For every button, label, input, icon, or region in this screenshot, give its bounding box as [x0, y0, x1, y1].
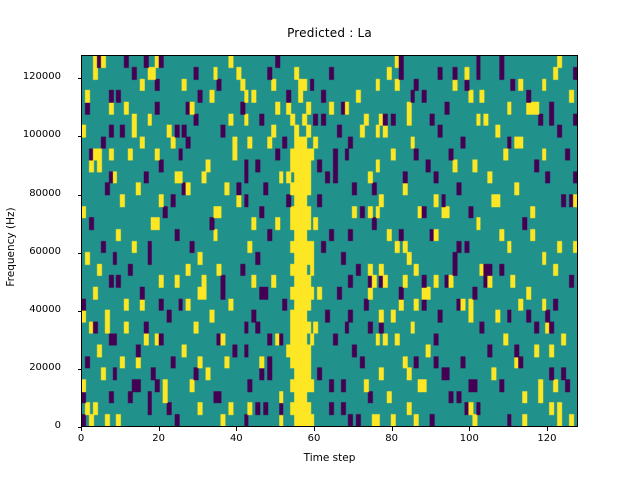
x-tick-label: 80	[385, 433, 398, 444]
y-tick-label: 60000	[29, 245, 61, 257]
x-axis-label: Time step	[303, 452, 356, 464]
y-tick-mark	[77, 136, 81, 138]
chart-title: Predicted : La	[287, 26, 372, 40]
y-tick-label: 120000	[22, 71, 61, 83]
y-tick-label: 80000	[29, 187, 61, 199]
x-tick-mark	[313, 427, 315, 431]
x-tick-mark	[81, 427, 82, 431]
y-tick-label: 100000	[22, 129, 61, 141]
y-tick-mark	[77, 310, 81, 312]
y-tick-mark	[77, 427, 81, 428]
x-tick-mark	[391, 427, 393, 431]
x-tick-label: 120	[537, 433, 557, 444]
x-tick-mark	[469, 427, 471, 431]
x-tick-mark	[236, 427, 238, 431]
y-tick-mark	[77, 368, 81, 370]
y-tick-label: 40000	[29, 303, 61, 315]
x-tick-mark	[546, 427, 548, 431]
x-tick-label: 20	[152, 433, 166, 444]
y-tick-mark	[77, 78, 81, 80]
y-tick-label: 20000	[29, 361, 61, 373]
x-tick-label: 100	[459, 433, 479, 444]
y-tick-mark	[77, 252, 81, 254]
x-tick-label: 60	[307, 433, 321, 444]
plot-area[interactable]	[81, 55, 578, 427]
x-tick-label: 40	[229, 433, 243, 444]
y-tick-label: 0	[54, 420, 61, 431]
x-tick-label: 0	[77, 433, 85, 444]
heatmap-image	[82, 56, 577, 426]
y-tick-mark	[77, 194, 81, 196]
x-tick-mark	[158, 427, 160, 431]
